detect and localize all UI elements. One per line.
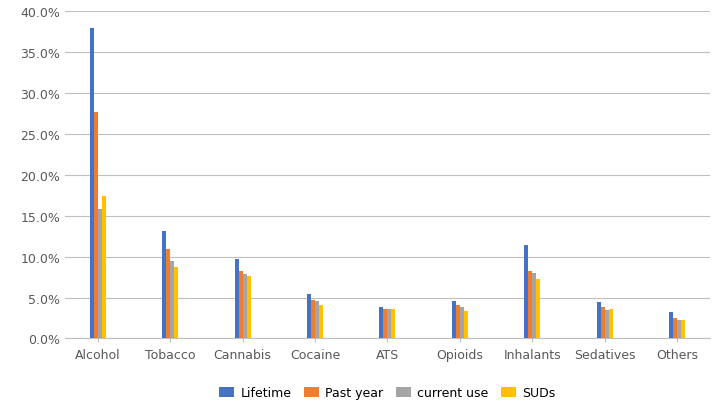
Bar [387, 309, 392, 339]
Bar [452, 301, 456, 339]
Bar [673, 318, 677, 339]
Bar [597, 302, 601, 339]
Bar [239, 272, 243, 339]
Bar [98, 210, 101, 339]
Bar [162, 232, 167, 339]
Bar [174, 268, 178, 339]
Bar [460, 308, 464, 339]
Bar [90, 29, 94, 339]
Bar [315, 301, 319, 339]
Bar [311, 300, 315, 339]
Bar [319, 305, 323, 339]
Bar [101, 197, 106, 339]
Bar [243, 274, 246, 339]
Bar [392, 309, 395, 339]
Bar [524, 246, 529, 339]
Bar [167, 249, 170, 339]
Bar [605, 310, 609, 339]
Bar [681, 321, 685, 339]
Legend: Lifetime, Past year, current use, SUDs: Lifetime, Past year, current use, SUDs [214, 381, 560, 404]
Bar [536, 279, 540, 339]
Bar [532, 273, 536, 339]
Bar [246, 277, 251, 339]
Bar [529, 272, 532, 339]
Bar [379, 308, 384, 339]
Bar [669, 313, 673, 339]
Bar [235, 259, 239, 339]
Bar [170, 261, 174, 339]
Bar [609, 309, 613, 339]
Bar [456, 305, 460, 339]
Bar [94, 113, 98, 339]
Bar [464, 312, 468, 339]
Bar [384, 309, 387, 339]
Bar [677, 320, 681, 339]
Bar [601, 307, 605, 339]
Bar [307, 294, 311, 339]
